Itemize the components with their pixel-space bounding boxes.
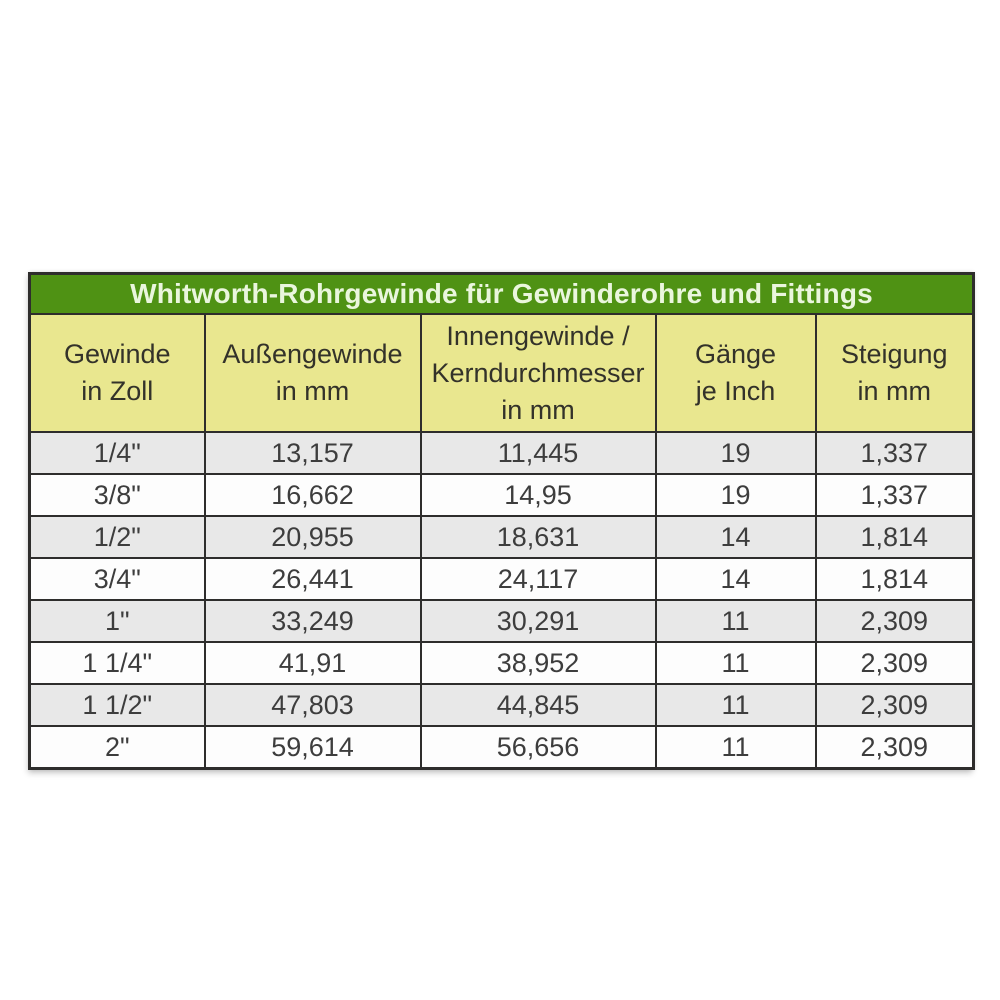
table-body: 1/4" 13,157 11,445 19 1,337 3/8" 16,662 14,95 19… (28, 431, 975, 770)
table-row: 1/4" 13,157 11,445 19 1,337 (28, 431, 975, 475)
table-cell: 16,662 (203, 473, 422, 517)
table-row: 3/8" 16,662 14,95 19 1,337 (28, 473, 975, 517)
table-cell: 1,337 (814, 431, 975, 475)
table-cell: 18,631 (419, 515, 657, 559)
table-cell: 1 1/4" (28, 641, 206, 685)
table-cell: 14 (654, 515, 817, 559)
table-cell: 2,309 (814, 599, 975, 643)
table-cell: 19 (654, 473, 817, 517)
table-cell: 1/2" (28, 515, 206, 559)
table-cell: 24,117 (419, 557, 657, 601)
header-line: Innengewinde / (446, 320, 630, 351)
header-cell-2: Innengewinde / Kerndurchmesser in mm (419, 313, 657, 433)
header-line: Gänge (694, 339, 777, 369)
header-line: in mm (275, 376, 350, 406)
table-cell: 1,814 (814, 557, 975, 601)
table-cell: 44,845 (419, 683, 657, 727)
table-cell: 59,614 (203, 725, 422, 770)
table-cell: 41,91 (203, 641, 422, 685)
header-cell-1: Außengewinde in mm (203, 313, 422, 433)
table-cell: 1" (28, 599, 206, 643)
table-cell: 20,955 (203, 515, 422, 559)
table-cell: 30,291 (419, 599, 657, 643)
table-cell: 1 1/2" (28, 683, 206, 727)
whitworth-thread-table: Whitworth-Rohrgewinde für Gewinderohre u… (28, 272, 976, 770)
table-cell: 47,803 (203, 683, 422, 727)
header-line: in mm (857, 376, 932, 406)
table-cell: 14 (654, 557, 817, 601)
table-cell: 11 (654, 641, 817, 685)
header-line: in mm (501, 394, 575, 425)
header-line: Gewinde (63, 339, 171, 369)
table-cell: 13,157 (203, 431, 422, 475)
table-cell: 38,952 (419, 641, 657, 685)
header-line: je Inch (695, 376, 776, 406)
header-line: Kerndurchmesser (431, 357, 645, 388)
table-title: Whitworth-Rohrgewinde für Gewinderohre u… (28, 272, 975, 315)
table-cell: 14,95 (419, 473, 657, 517)
table-cell: 11,445 (419, 431, 657, 475)
table-cell: 19 (654, 431, 817, 475)
table-cell: 1/4" (28, 431, 206, 475)
table-cell: 3/4" (28, 557, 206, 601)
table-row: 1/2" 20,955 18,631 14 1,814 (28, 515, 975, 559)
table-cell: 26,441 (203, 557, 422, 601)
table-cell: 11 (654, 725, 817, 770)
header-line: Steigung (840, 339, 948, 369)
table-row: 3/4" 26,441 24,117 14 1,814 (28, 557, 975, 601)
table-row: 1 1/2" 47,803 44,845 11 2,309 (28, 683, 975, 727)
table-cell: 56,656 (419, 725, 657, 770)
header-line: Außengewinde (222, 339, 403, 369)
header-cell-4: Steigung in mm (814, 313, 975, 433)
table-title-row: Whitworth-Rohrgewinde für Gewinderohre u… (28, 272, 975, 315)
table-header-row: Gewinde in Zoll Außengewinde in mm Innengewi… (28, 313, 975, 433)
table-cell: 1,814 (814, 515, 975, 559)
table-cell: 2,309 (814, 641, 975, 685)
table-cell: 11 (654, 683, 817, 727)
table-cell: 11 (654, 599, 817, 643)
table-cell: 33,249 (203, 599, 422, 643)
table-row: 1" 33,249 30,291 11 2,309 (28, 599, 975, 643)
header-line: in Zoll (81, 376, 154, 406)
data-table: Whitworth-Rohrgewinde für Gewinderohre u… (28, 272, 976, 770)
table-cell: 2" (28, 725, 206, 770)
table-row: 2" 59,614 56,656 11 2,309 (28, 725, 975, 770)
table-row: 1 1/4" 41,91 38,952 11 2,309 (28, 641, 975, 685)
table-cell: 2,309 (814, 683, 975, 727)
header-cell-3: Gänge je Inch (654, 313, 817, 433)
table-cell: 2,309 (814, 725, 975, 770)
header-cell-0: Gewinde in Zoll (28, 313, 206, 433)
table-cell: 1,337 (814, 473, 975, 517)
table-cell: 3/8" (28, 473, 206, 517)
